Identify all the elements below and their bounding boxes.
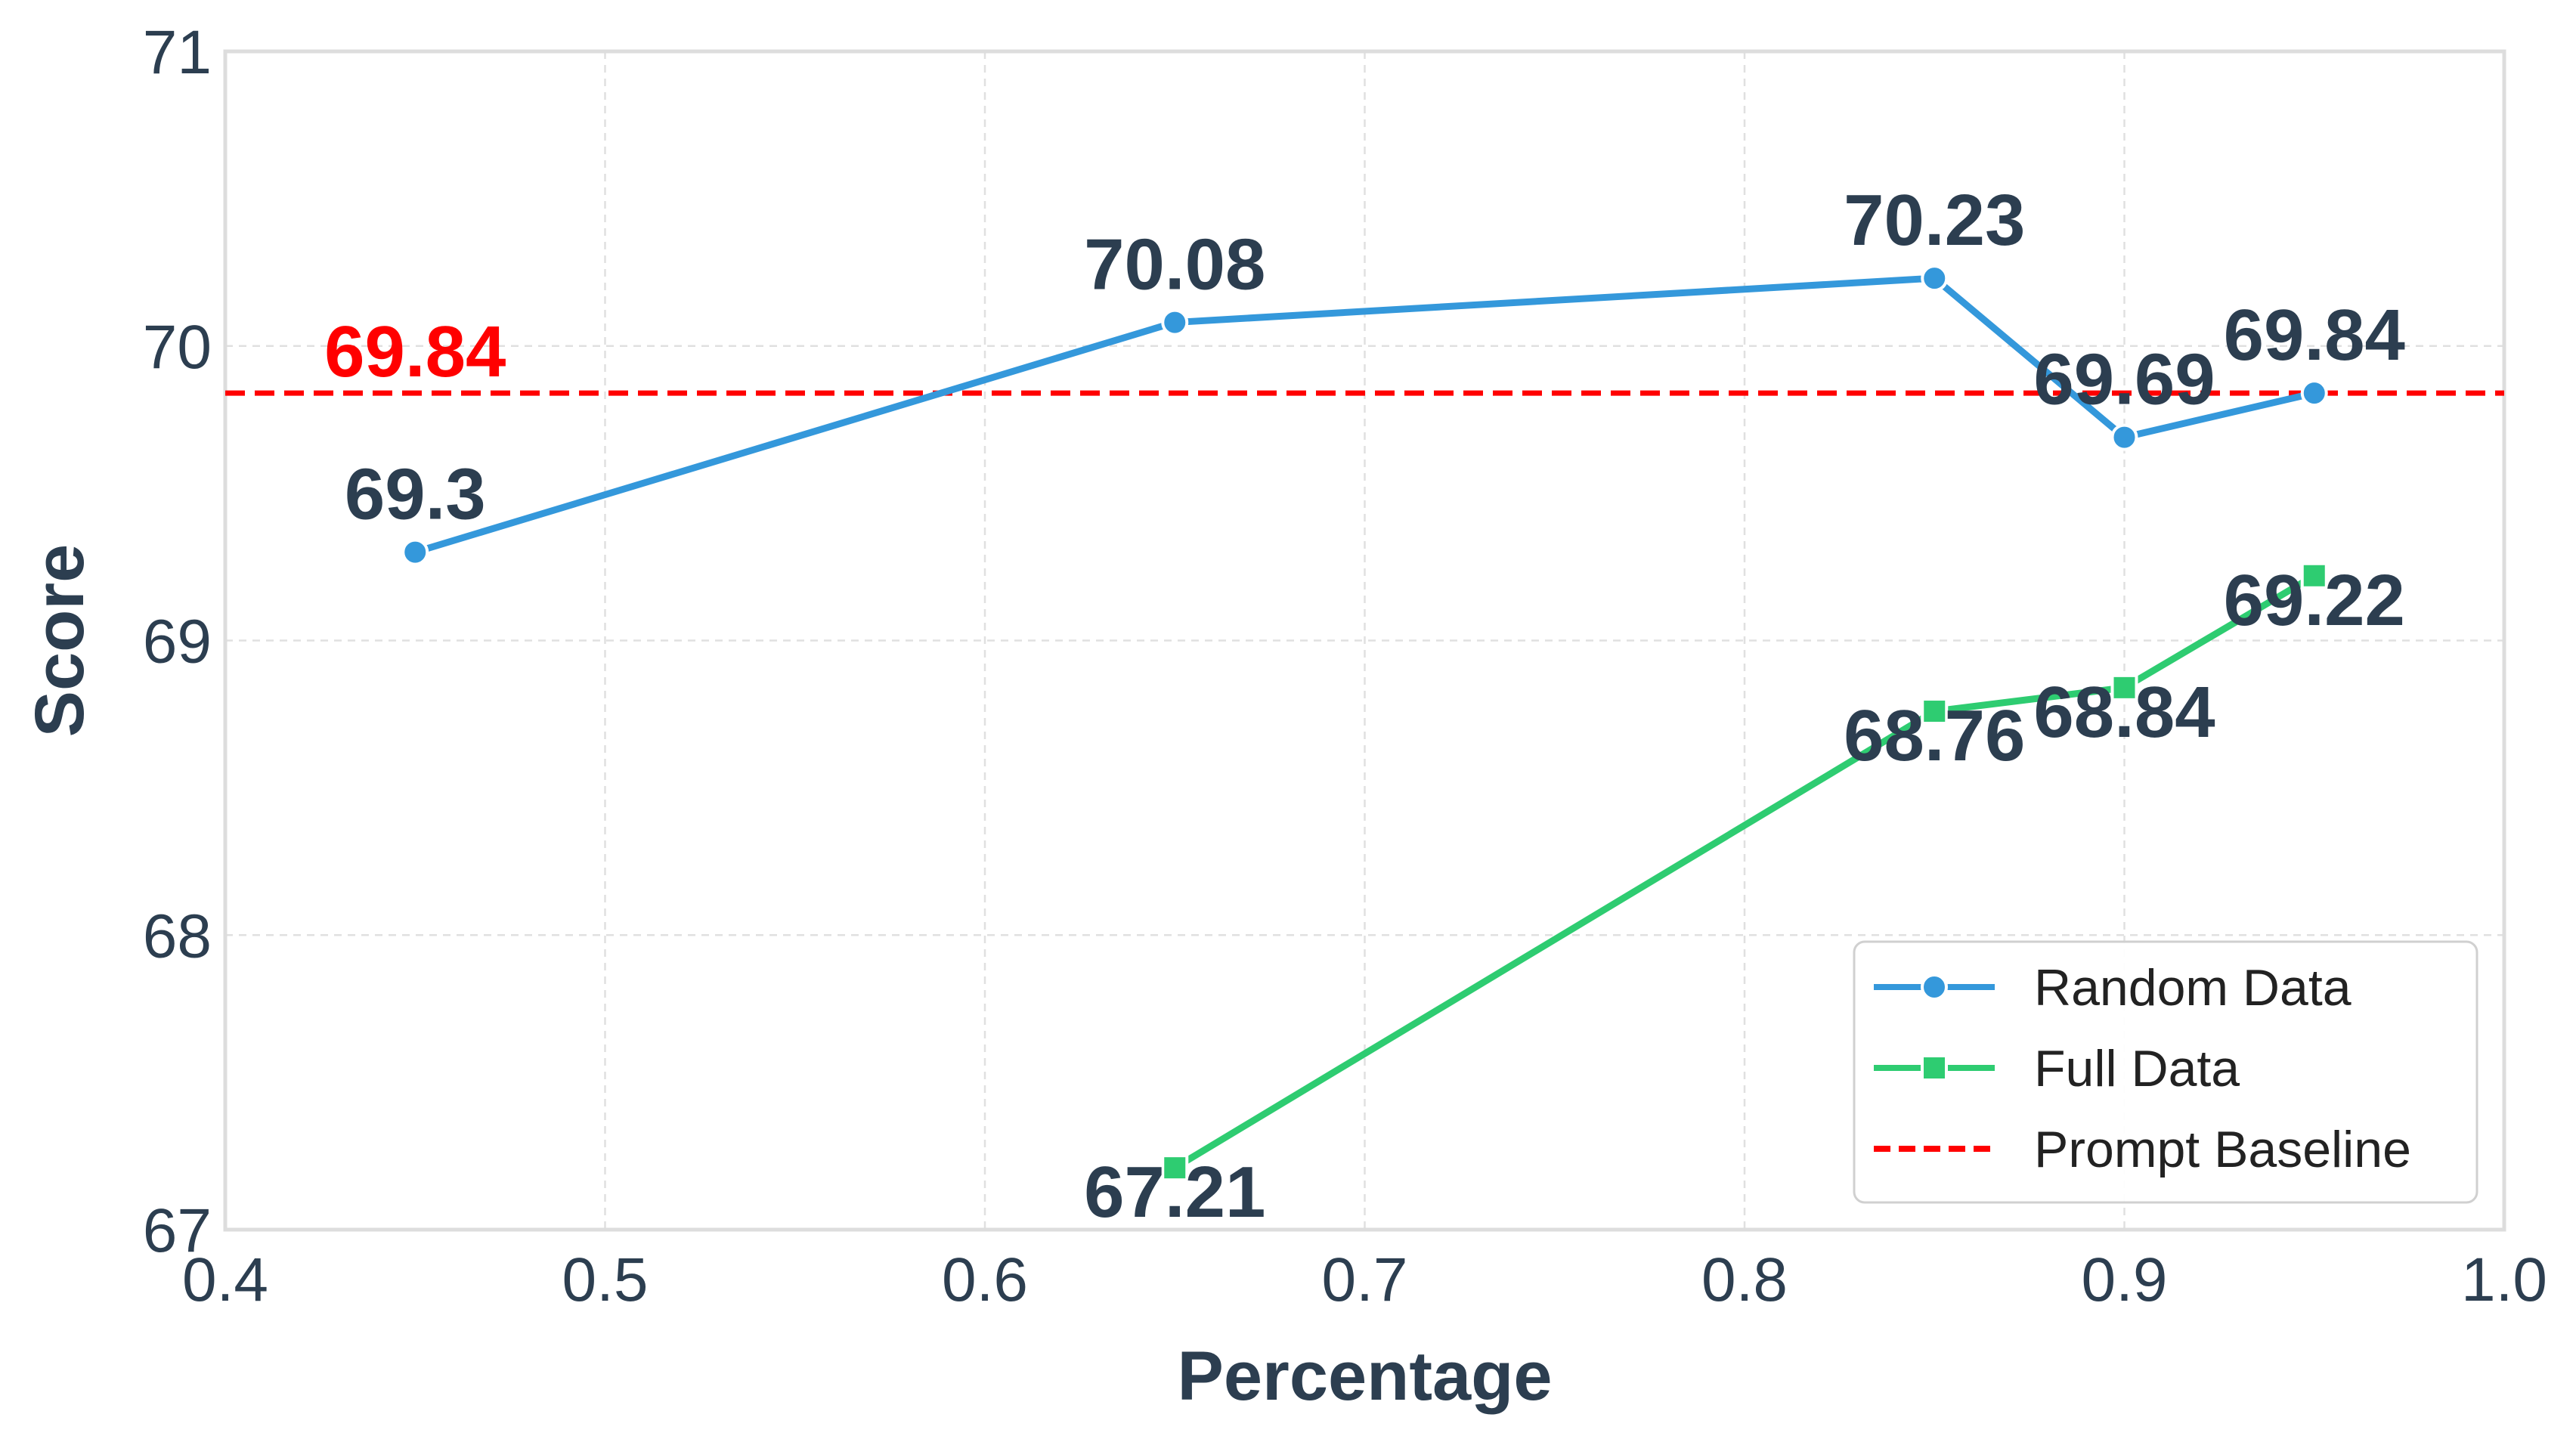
legend-swatch-marker	[1921, 973, 1948, 1001]
data-point	[2110, 423, 2138, 451]
data-label: 69.69	[2033, 339, 2215, 420]
data-label: 70.08	[1084, 224, 1265, 305]
data-label: 70.23	[1844, 180, 2025, 261]
legend-label: Random Data	[2034, 959, 2352, 1017]
data-point	[401, 538, 429, 566]
data-point	[2110, 673, 2138, 701]
y-tick-label: 70	[143, 313, 212, 382]
data-point	[2300, 562, 2328, 590]
legend: Random Data Full Data Prompt Baseline	[1853, 940, 2478, 1204]
y-axis-title: Score	[21, 544, 98, 738]
series-line	[1171, 572, 2318, 1171]
data-point	[1921, 265, 1949, 292]
series	[401, 265, 2328, 1182]
baseline-label: 69.84	[324, 311, 506, 392]
data-label: 68.84	[2033, 672, 2215, 753]
legend-swatch-marker	[1921, 1054, 1948, 1082]
plot-area-frame	[223, 49, 2506, 1232]
y-tick-label: 67	[143, 1196, 212, 1265]
x-tick-label: 0.7	[1322, 1246, 1408, 1314]
x-tick-label: 0.9	[2082, 1246, 2168, 1314]
baseline: 69.84	[225, 311, 2504, 396]
data-label: 67.21	[1084, 1152, 1265, 1233]
x-axis-title: Percentage	[1177, 1338, 1552, 1415]
y-tick-label: 71	[143, 18, 212, 87]
y-tick-label: 69	[143, 608, 212, 676]
y-tick-label: 68	[143, 902, 212, 970]
data-point	[1161, 308, 1189, 336]
legend-label: Prompt Baseline	[2034, 1121, 2411, 1178]
data-label: 69.22	[2224, 560, 2405, 641]
x-tick-label: 1.0	[2461, 1246, 2547, 1314]
data-point	[1921, 698, 1949, 726]
data-label: 69.3	[345, 454, 486, 535]
data-point	[1161, 1154, 1189, 1182]
axis-ticks: 0.4 0.5 0.6 0.7 0.8 0.9 1.0 67 68 69 70 71	[143, 18, 2547, 1314]
x-tick-label: 0.8	[1701, 1246, 1788, 1314]
x-tick-label: 0.5	[562, 1246, 649, 1314]
legend-frame	[1853, 940, 2478, 1204]
legend-label: Full Data	[2034, 1040, 2240, 1097]
data-label: 68.76	[1844, 695, 2025, 776]
x-tick-label: 0.6	[942, 1246, 1028, 1314]
data-label: 69.84	[2224, 295, 2405, 376]
x-tick-label: 0.4	[182, 1246, 268, 1314]
data-point	[2300, 379, 2328, 407]
